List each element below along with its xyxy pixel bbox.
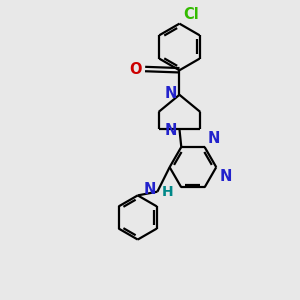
Text: N: N (165, 123, 178, 138)
Text: H: H (162, 185, 173, 199)
Text: N: N (144, 182, 156, 197)
Text: N: N (219, 169, 232, 184)
Text: N: N (208, 131, 220, 146)
Text: O: O (129, 61, 141, 76)
Text: Cl: Cl (183, 8, 199, 22)
Text: N: N (165, 86, 178, 101)
